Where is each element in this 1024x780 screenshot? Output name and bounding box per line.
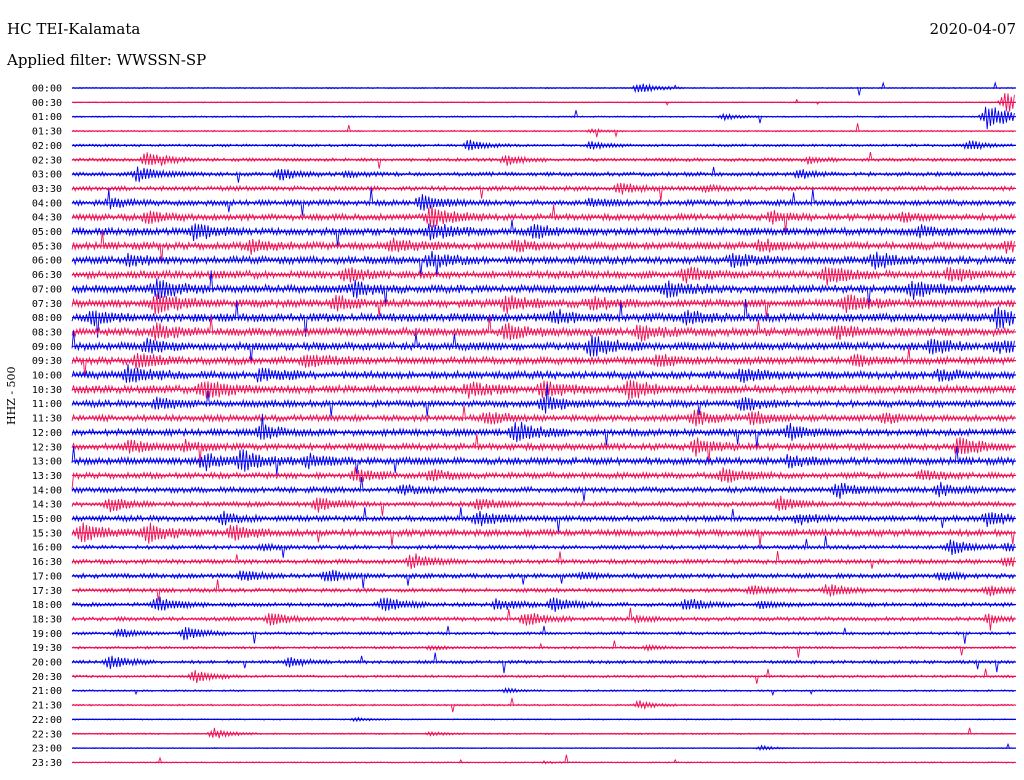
- trace-1130: [71, 405, 1015, 427]
- time-label-group: 00:00 00:30 01:00 01:30 02:00 02:30 03:00 03:30…: [32, 84, 62, 769]
- time-label: 21:30: [32, 701, 62, 712]
- time-label: 13:00: [32, 457, 62, 468]
- time-label: 23:30: [32, 758, 62, 769]
- time-label: 04:30: [32, 213, 62, 224]
- trace-1500: [71, 507, 1015, 532]
- time-label: 00:30: [32, 98, 62, 109]
- trace-0400: [71, 188, 1015, 216]
- time-label: 03:00: [32, 170, 62, 181]
- trace-group: [71, 81, 1016, 765]
- time-label: 22:00: [32, 715, 62, 726]
- trace-2300: [71, 742, 1015, 752]
- time-label: 12:30: [32, 442, 62, 453]
- trace-1930: [71, 640, 1015, 658]
- time-label: 07:00: [32, 284, 62, 295]
- station-title: HC TEI-Kalamata: [7, 20, 141, 38]
- date-label: 2020-04-07: [929, 20, 1016, 38]
- trace-1000: [71, 364, 1015, 383]
- trace-2100: [71, 686, 1015, 697]
- time-label: 11:00: [32, 399, 62, 410]
- trace-1530: [71, 522, 1015, 547]
- time-label: 20:30: [32, 672, 62, 683]
- time-label: 14:30: [32, 500, 62, 511]
- time-label: 20:00: [32, 658, 62, 669]
- time-label: 10:30: [32, 385, 62, 396]
- time-label: 01:30: [32, 127, 62, 138]
- time-label: 18:30: [32, 614, 62, 625]
- time-label: 18:00: [32, 600, 62, 611]
- trace-1330: [71, 466, 1015, 490]
- trace-0330: [71, 182, 1015, 202]
- trace-0930: [71, 347, 1015, 377]
- trace-0100: [71, 106, 1015, 130]
- trace-1430: [71, 495, 1015, 516]
- time-label: 07:30: [32, 299, 62, 310]
- time-label: 09:00: [32, 342, 62, 353]
- trace-1900: [71, 625, 1015, 644]
- time-label: 21:00: [32, 686, 62, 697]
- time-label: 15:00: [32, 514, 62, 525]
- trace-1700: [71, 569, 1015, 589]
- time-label: 14:00: [32, 485, 62, 496]
- time-label: 00:00: [32, 84, 62, 95]
- time-label: 05:30: [32, 241, 62, 252]
- time-label: 16:30: [32, 557, 62, 568]
- time-label: 06:00: [32, 256, 62, 267]
- time-label: 12:00: [32, 428, 62, 439]
- time-label: 17:00: [32, 571, 62, 582]
- trace-2000: [71, 652, 1015, 674]
- trace-1630: [71, 551, 1015, 570]
- time-label: 17:30: [32, 586, 62, 597]
- trace-0600: [71, 250, 1015, 278]
- time-label: 19:30: [32, 643, 62, 654]
- filter-label: Applied filter: WWSSN-SP: [7, 51, 207, 69]
- time-label: 02:00: [32, 141, 62, 152]
- time-label: 16:00: [32, 543, 62, 554]
- trace-0500: [71, 219, 1015, 248]
- time-label: 22:30: [32, 729, 62, 740]
- time-label: 13:30: [32, 471, 62, 482]
- trace-0130: [71, 123, 1015, 138]
- time-label: 11:30: [32, 414, 62, 425]
- time-label: 01:00: [32, 112, 62, 123]
- trace-0830: [71, 316, 1015, 342]
- time-label: 19:00: [32, 629, 62, 640]
- time-label: 09:30: [32, 356, 62, 367]
- trace-0730: [71, 293, 1015, 319]
- time-label: 23:00: [32, 744, 62, 755]
- time-label: 10:00: [32, 371, 62, 382]
- trace-2230: [71, 727, 1015, 739]
- time-label: 03:30: [32, 184, 62, 195]
- time-label: 06:30: [32, 270, 62, 281]
- time-label: 15:30: [32, 528, 62, 539]
- time-label: 08:30: [32, 327, 62, 338]
- trace-0630: [71, 266, 1015, 286]
- time-label: 08:00: [32, 313, 62, 324]
- time-label: 05:00: [32, 227, 62, 238]
- time-label: 04:00: [32, 198, 62, 209]
- time-label: 02:30: [32, 155, 62, 166]
- trace-0000: [71, 81, 1015, 96]
